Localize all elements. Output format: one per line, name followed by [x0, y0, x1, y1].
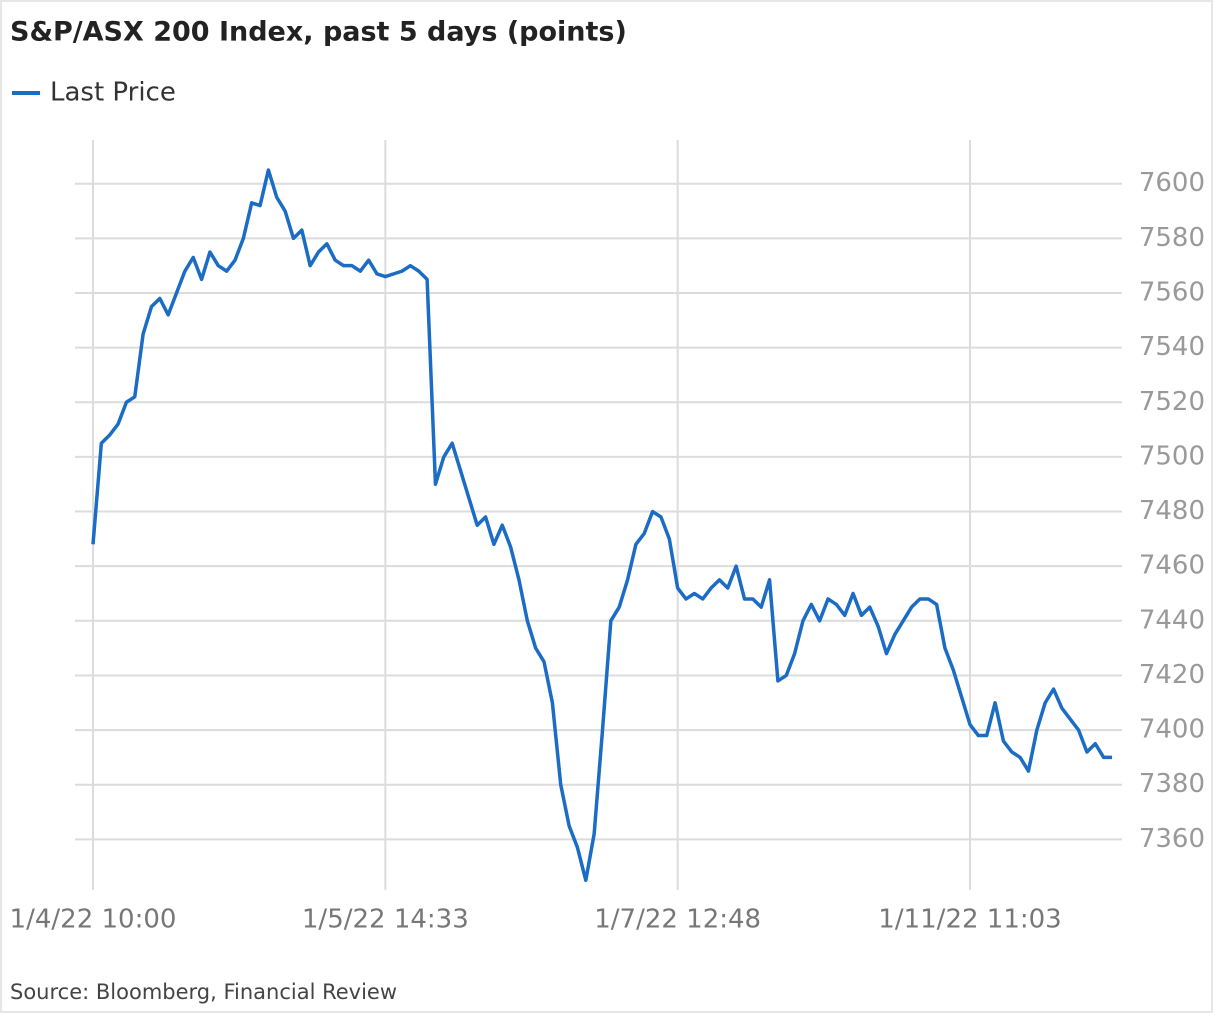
x-tick-label: 1/5/22 14:33 — [302, 905, 469, 935]
price-line — [91, 168, 1112, 883]
y-tick-label: 7500 — [1139, 441, 1205, 471]
x-tick-label: 1/4/22 10:00 — [10, 905, 177, 935]
legend-label: Last Price — [50, 78, 176, 108]
x-tick-label: 1/7/22 12:48 — [594, 905, 761, 935]
y-tick-label: 7520 — [1139, 387, 1205, 417]
y-tick-label: 7440 — [1139, 605, 1205, 635]
y-tick-label: 7580 — [1139, 223, 1205, 253]
y-tick-label: 7600 — [1139, 168, 1205, 198]
y-tick-label: 7360 — [1139, 824, 1205, 854]
y-tick-label: 7460 — [1139, 551, 1205, 581]
y-tick-label: 7480 — [1139, 496, 1205, 526]
x-tick-label: 1/11/22 11:03 — [878, 905, 1061, 935]
source-note: Source: Bloomberg, Financial Review — [10, 980, 397, 1004]
y-tick-label: 7380 — [1139, 769, 1205, 799]
chart-title: S&P/ASX 200 Index, past 5 days (points) — [10, 17, 627, 48]
y-tick-label: 7420 — [1139, 660, 1205, 690]
y-tick-label: 7400 — [1139, 715, 1205, 745]
y-tick-label: 7540 — [1139, 332, 1205, 362]
y-tick-label: 7560 — [1139, 277, 1205, 307]
